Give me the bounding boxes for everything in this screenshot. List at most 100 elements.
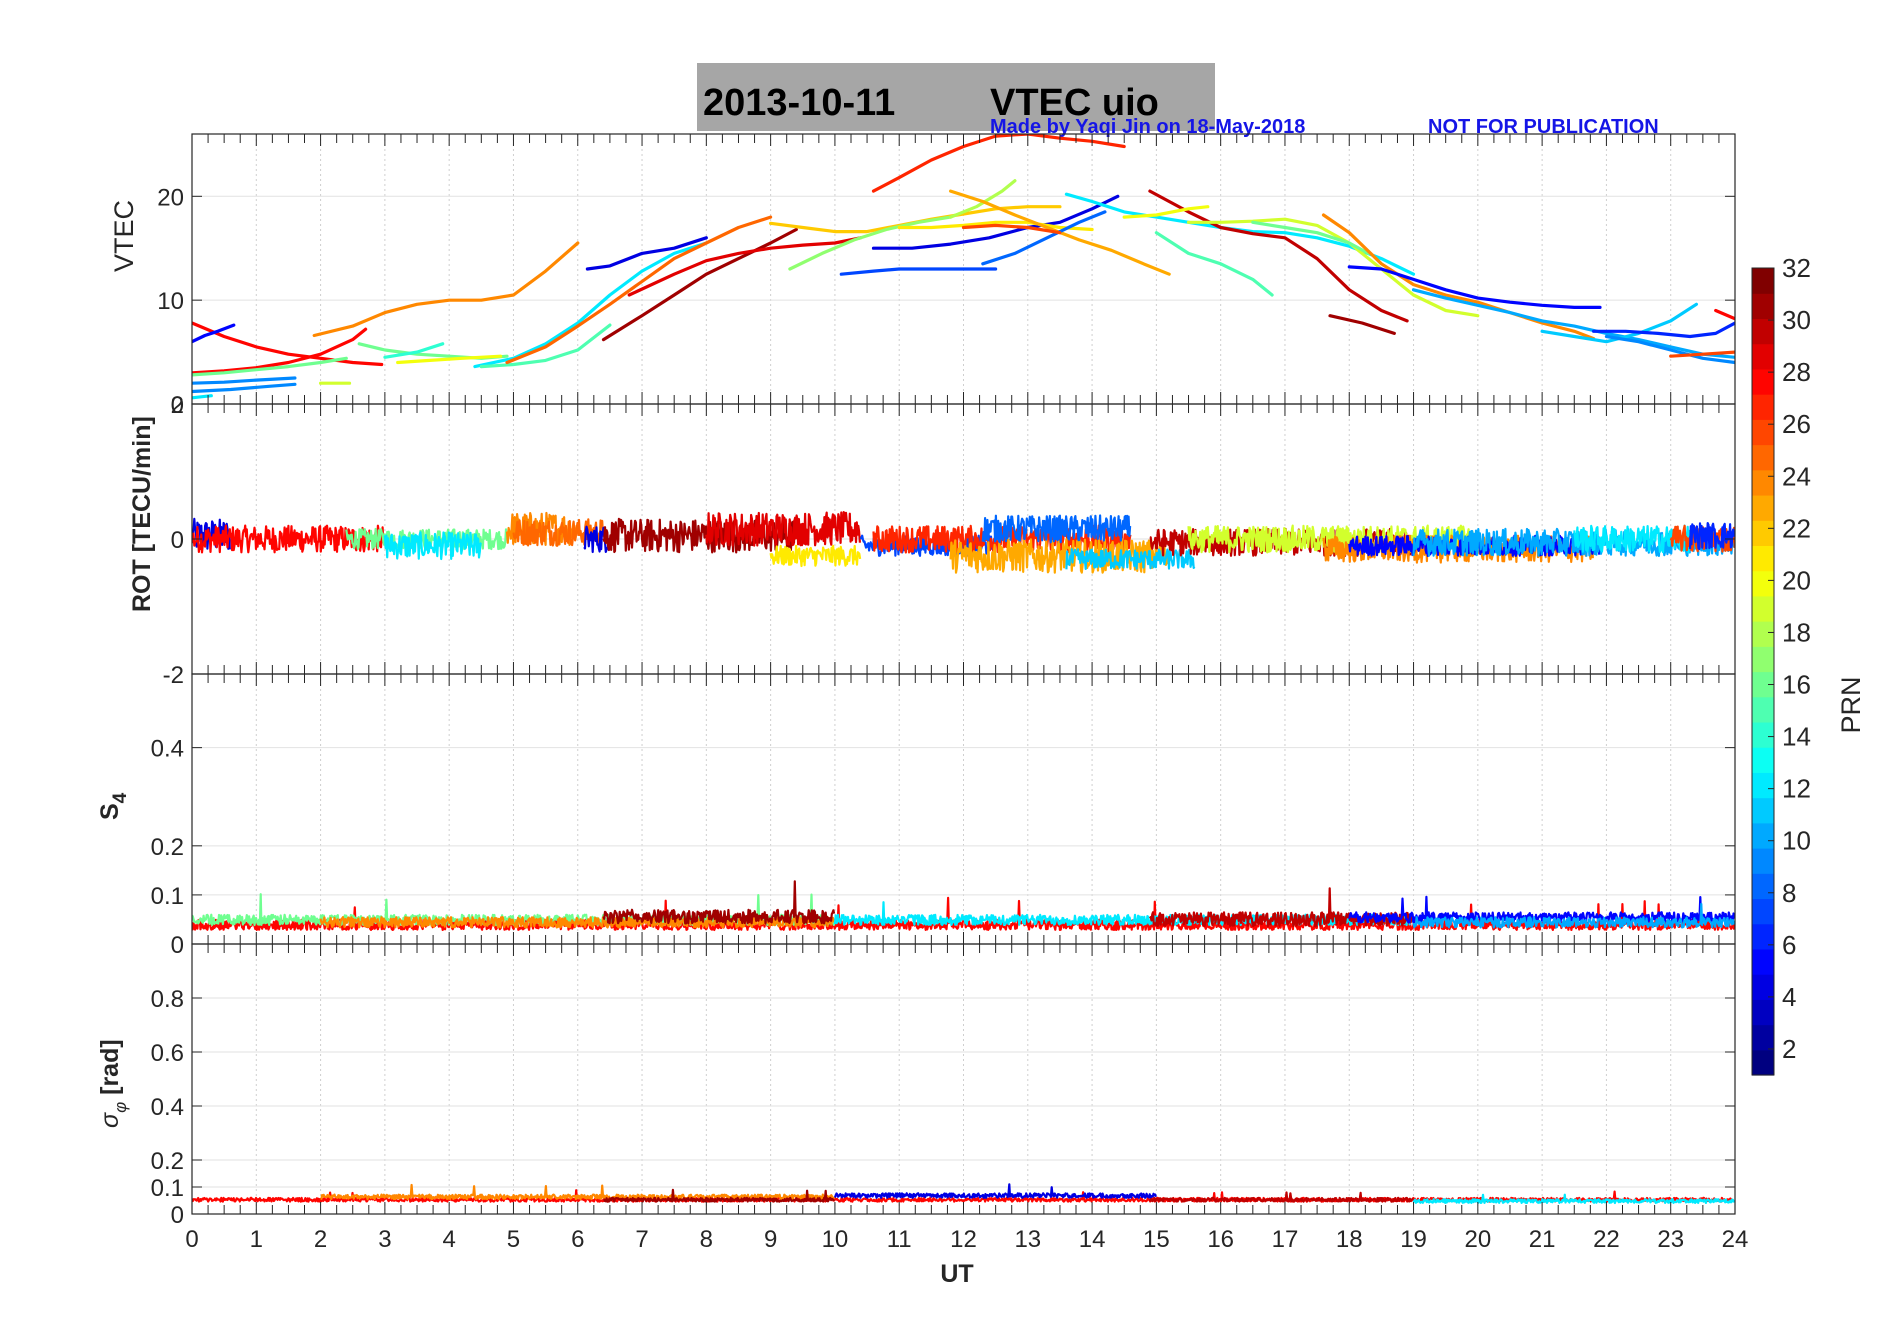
y-tick-label: 0.1	[151, 883, 184, 910]
colorbar-tick-label: 10	[1782, 826, 1811, 856]
x-tick-label: 17	[1272, 1226, 1299, 1253]
x-tick-label: 3	[378, 1226, 391, 1253]
vtec-series-prn-6	[1592, 321, 1735, 339]
colorbar-tick-label: 26	[1782, 409, 1811, 439]
vtec-series-prn-8	[981, 210, 1107, 266]
x-tick-label: 0	[185, 1226, 198, 1253]
panel-rot: -202	[163, 392, 1736, 689]
vtec-series-prn-16	[192, 356, 348, 377]
vtec-series-prn-24	[312, 241, 580, 338]
s4-ylabel: S4	[96, 792, 131, 820]
colorbar-segment	[1752, 570, 1774, 597]
colorbar-segment	[1752, 293, 1774, 320]
rot-series-prn-12	[1573, 524, 1691, 554]
vtec-series-prn-5	[192, 323, 236, 344]
vtec-series-prn-20	[1122, 205, 1210, 219]
s4-series-prn-5	[1348, 895, 1735, 924]
x-tick-label: 1	[250, 1226, 263, 1253]
colorbar-segment	[1752, 974, 1774, 1000]
vtec-series-prn-5	[1347, 265, 1602, 309]
vtec-series-prn-4	[871, 194, 1120, 250]
vtec-series-prn-15	[479, 323, 612, 369]
vtec-series-prn-7	[839, 267, 998, 276]
colorbar-tick-label: 2	[1782, 1034, 1796, 1064]
x-tick-label: 2	[314, 1226, 327, 1253]
vtec-series-prn-27	[871, 134, 1126, 193]
y-tick-label: 0.2	[151, 834, 184, 861]
colorbar-segment	[1752, 848, 1774, 874]
colorbar-frame	[1751, 267, 1775, 1076]
s4-series-prn-24	[319, 916, 836, 929]
rot-series-prn-23	[949, 537, 1171, 574]
sigma_phi-series-prn-4	[833, 1183, 1157, 1199]
x-tick-label: 9	[764, 1226, 777, 1253]
vtec-ylabel: VTEC	[109, 200, 139, 272]
vtec-series-prn-9	[192, 382, 297, 394]
x-tick-label: 7	[635, 1226, 648, 1253]
colorbar-segment	[1752, 721, 1774, 748]
x-tick-label: 8	[700, 1226, 713, 1253]
x-axis-label: UT	[940, 1260, 973, 1288]
series-group	[192, 134, 1735, 400]
sigma_phi-series-prn-30	[1148, 1191, 1414, 1203]
vtec-series-prn-14	[383, 342, 445, 359]
vtec-series-prn-10	[1411, 288, 1735, 359]
rot-series-prn-25	[512, 518, 605, 547]
colorbar-segment	[1752, 671, 1774, 698]
colorbar-tick-label: 12	[1782, 774, 1811, 804]
panel-s4: 0 0.1 0.2 0.4	[151, 673, 1736, 959]
rot-series-prn-6	[1688, 522, 1735, 551]
x-tick-label: 19	[1400, 1226, 1427, 1253]
colorbar-tick-label: 4	[1782, 982, 1796, 1012]
vtec-series-prn-20	[396, 354, 503, 365]
vtec-series-prn-31	[1328, 314, 1396, 335]
colorbar-segment	[1752, 419, 1774, 446]
colorbar-tick-label: 14	[1782, 722, 1811, 752]
y-tick-label: 0	[171, 527, 184, 554]
colorbar-tick-label: 8	[1782, 878, 1796, 908]
colorbar-segment	[1752, 999, 1774, 1026]
colorbar-segment	[1752, 621, 1774, 647]
x-tick-label: 24	[1722, 1226, 1749, 1253]
x-tick-label: 4	[442, 1226, 455, 1253]
y-tick-label: 0.4	[151, 736, 184, 763]
x-tick-label: 11	[887, 1226, 912, 1253]
series-group	[192, 880, 1735, 931]
vtec-series-prn-24	[1321, 213, 1596, 341]
title-date: 2013-10-11	[703, 82, 895, 124]
x-tick-label: 16	[1207, 1226, 1234, 1253]
x-tick-label: 18	[1336, 1226, 1363, 1253]
vtec-series-prn-25	[505, 215, 773, 365]
colorbar-segment	[1752, 520, 1774, 547]
colorbar-tick-label: 30	[1782, 305, 1811, 335]
y-tick-label: 0.6	[151, 1040, 184, 1067]
vtec-series-prn-15	[1154, 231, 1274, 297]
colorbar-segment	[1752, 545, 1774, 572]
vtec-series-prn-26	[1669, 350, 1735, 358]
colorbar-segment	[1752, 343, 1774, 370]
colorbar-segment	[1752, 646, 1774, 673]
y-tick-label: 10	[157, 288, 184, 315]
sigma_phi-series-prn-12	[1412, 1193, 1735, 1205]
rot-ylabel: ROT [TECU/min]	[128, 416, 156, 612]
colorbar-segment	[1752, 1049, 1774, 1076]
sigma-ylabel: σφ [rad]	[96, 1039, 130, 1128]
y-tick-label: -2	[163, 662, 184, 689]
colorbar-segment	[1752, 747, 1774, 773]
vtec-series-prn-12	[1064, 192, 1416, 276]
colorbar-segment	[1752, 444, 1774, 471]
colorbar-segment	[1752, 822, 1774, 849]
panel-vtec: 0 10 20	[157, 133, 1736, 419]
vtec-series-prn-31	[601, 227, 798, 342]
y-tick-label: 0.4	[151, 1094, 184, 1121]
vtec-series-prn-19	[1186, 217, 1480, 318]
x-tick-label: 14	[1079, 1226, 1106, 1253]
x-tick-label: 22	[1593, 1226, 1620, 1253]
title-box	[697, 63, 1215, 131]
vtec-series-prn-26	[961, 223, 1062, 235]
colorbar-segment	[1752, 873, 1774, 900]
colorbar-tick-label: 16	[1782, 670, 1811, 700]
x-axis: 0 1 2 3 4 5 6 7 8 9 10 11 12 13 14 15 16 17 18 19 20 21 22 23 24	[185, 1226, 1748, 1253]
